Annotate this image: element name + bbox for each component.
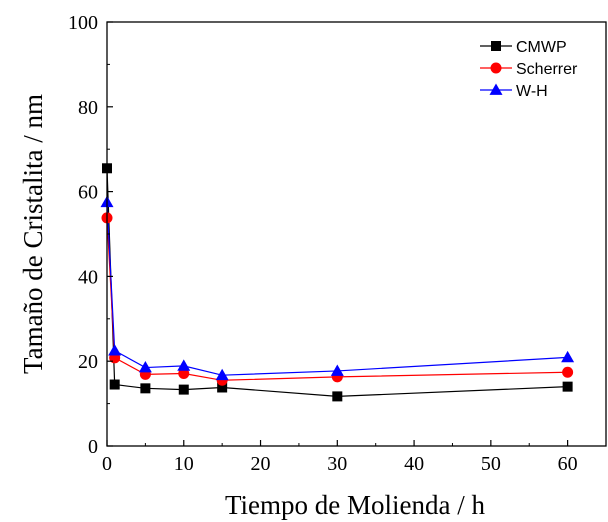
data-point-cmwp xyxy=(562,381,573,392)
data-point-w-h xyxy=(177,359,191,371)
legend-marker-scherrer xyxy=(490,62,502,74)
series-line-w-h xyxy=(106,202,568,376)
x-tick-label: 20 xyxy=(251,453,271,475)
data-point-w-h xyxy=(215,368,229,381)
x-axis-title: Tiempo de Molienda / h xyxy=(225,490,485,520)
data-point-cmwp xyxy=(332,391,343,402)
data-markers xyxy=(100,163,575,402)
y-tick-label: 20 xyxy=(78,351,98,373)
data-point-w-h xyxy=(138,361,152,373)
legend: CMWP Scherrer W-H xyxy=(480,39,578,100)
plot-area xyxy=(106,168,568,397)
y-tick-label: 0 xyxy=(88,436,98,458)
x-tick-label: 10 xyxy=(174,453,194,475)
series-line-cmwp xyxy=(106,168,568,397)
data-point-cmwp xyxy=(178,384,189,395)
y-tick-label: 80 xyxy=(78,97,98,119)
data-point-cmwp xyxy=(140,383,151,394)
legend-label-w-h: W-H xyxy=(516,83,548,100)
data-point-w-h xyxy=(561,350,575,363)
data-point-cmwp xyxy=(109,379,120,390)
y-tick-label: 40 xyxy=(78,266,98,288)
data-point-w-h xyxy=(108,344,122,356)
data-point-scherrer xyxy=(178,367,190,379)
legend-label-scherrer: Scherrer xyxy=(516,61,578,78)
series-line-scherrer xyxy=(106,217,568,381)
data-point-w-h xyxy=(330,364,344,376)
x-tick-label: 30 xyxy=(327,453,347,475)
x-tick-label: 40 xyxy=(404,453,424,475)
y-tick-label: 100 xyxy=(68,12,98,34)
y-tick-label: 60 xyxy=(78,182,98,204)
y-axis-title: Tamaño de Cristalita / nm xyxy=(18,94,48,374)
legend-marker-cmwp xyxy=(491,41,501,51)
x-tick-label: 60 xyxy=(558,453,578,475)
x-tick-label: 0 xyxy=(102,453,112,475)
data-point-scherrer xyxy=(562,366,574,378)
data-point-cmwp xyxy=(217,382,228,393)
axes: 0 10 20 30 40 50 60 0 20 40 60 80 100 xyxy=(68,12,578,475)
x-tick-label: 50 xyxy=(481,453,501,475)
legend-marker-w-h xyxy=(489,83,503,95)
legend-label-cmwp: CMWP xyxy=(516,39,567,56)
